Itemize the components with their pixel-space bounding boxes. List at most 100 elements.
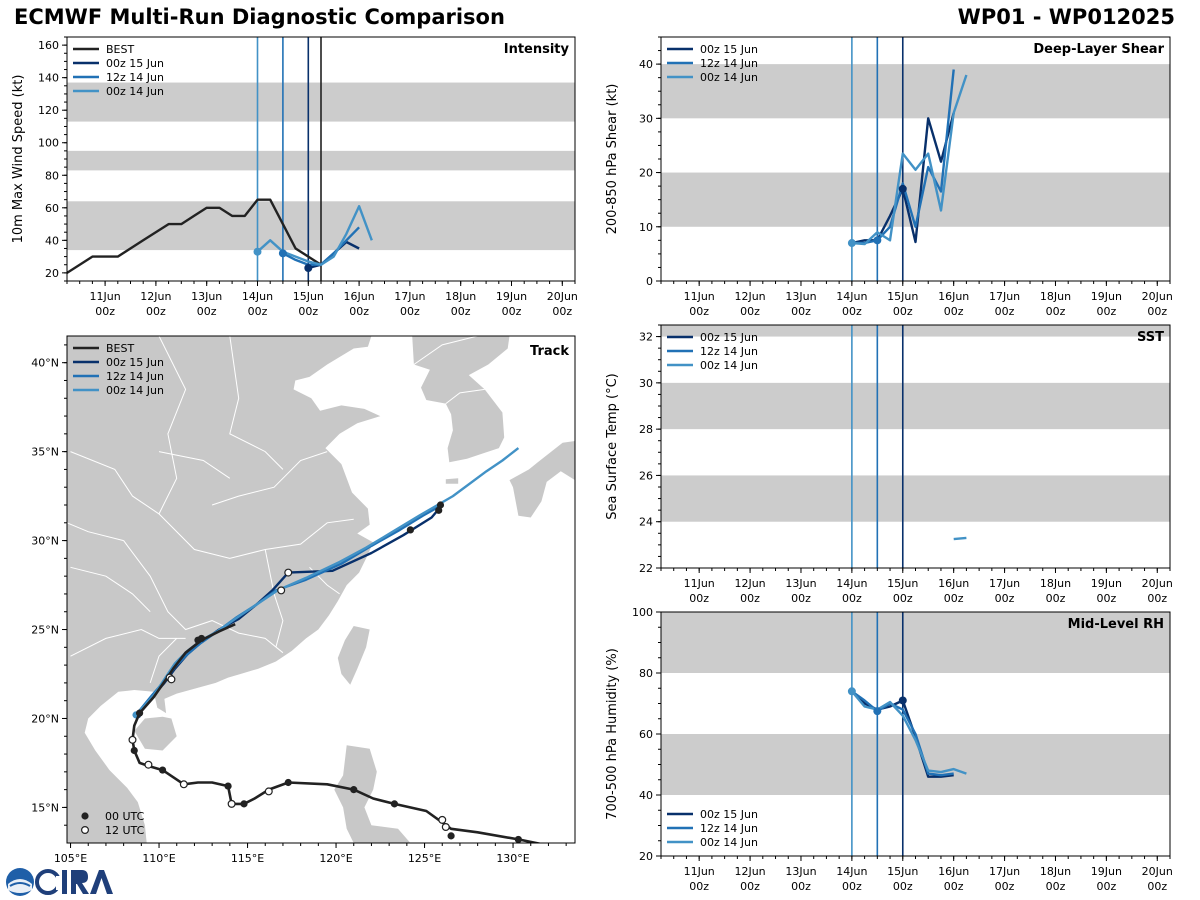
legend-label: 00z 14 Jun <box>700 359 758 372</box>
taiwan-land <box>337 626 370 685</box>
y-tick-label: 40 <box>45 234 59 247</box>
legend-label: 00z 15 Jun <box>106 356 164 369</box>
x-tick-sublabel: 00z <box>995 880 1015 893</box>
y-tick-label: 20°N <box>31 712 59 725</box>
y-tick-label: 120 <box>38 104 59 117</box>
mainland-china-land <box>67 336 381 843</box>
x-tick-label: 110°E <box>142 852 175 865</box>
province-border <box>211 451 328 506</box>
province-border <box>70 566 151 613</box>
province-border <box>123 540 284 654</box>
x-tick-sublabel: 00z <box>842 305 862 318</box>
y-tick-label: 20 <box>45 267 59 280</box>
best-marker-12utc <box>167 675 176 684</box>
shaded-band <box>661 475 1170 522</box>
x-tick-label: 18Jun <box>1040 577 1071 590</box>
x-tick-sublabel: 00z <box>893 880 913 893</box>
x-tick-label: 18Jun <box>445 290 476 303</box>
country-border <box>413 336 478 365</box>
jeju-land <box>445 478 459 484</box>
legend-label: 00z 14 Jun <box>700 71 758 84</box>
best-marker-00utc <box>284 778 292 787</box>
province-border <box>158 336 187 515</box>
x-tick-sublabel: 00z <box>1046 880 1066 893</box>
x-tick-label: 11Jun <box>684 577 715 590</box>
series-line <box>850 690 967 775</box>
x-tick-sublabel: 00z <box>995 305 1015 318</box>
cira-c-gap <box>56 876 66 890</box>
x-tick-label: 19Jun <box>1091 865 1122 878</box>
province-border <box>70 451 160 515</box>
shaded-band <box>661 734 1170 795</box>
y-tick-label: 26 <box>639 469 653 482</box>
x-tick-sublabel: 00z <box>451 305 471 318</box>
x-tick-sublabel: 00z <box>1096 880 1116 893</box>
y-tick-label: 10 <box>639 221 653 234</box>
noaa-wave-line-icon <box>9 882 31 887</box>
x-tick-label: 20Jun <box>547 290 578 303</box>
y-tick-label: 60 <box>639 728 653 741</box>
page-title: ECMWF Multi-Run Diagnostic Comparison <box>14 5 505 29</box>
best-marker-12utc <box>144 760 153 769</box>
x-tick-label: 13Jun <box>785 577 816 590</box>
y-tick-label: 30 <box>639 112 653 125</box>
panel-title: SST <box>1137 330 1164 345</box>
x-tick-sublabel: 00z <box>689 592 709 605</box>
legend-label: 12z 14 Jun <box>700 345 758 358</box>
panel-title: Deep-Layer Shear <box>1033 42 1164 57</box>
x-tick-label: 20Jun <box>1142 577 1173 590</box>
x-tick-label: 16Jun <box>938 577 969 590</box>
best-marker-00utc <box>436 501 445 509</box>
province-border <box>67 522 124 542</box>
y-tick-label: 100 <box>632 606 653 619</box>
shaded-band <box>661 382 1170 430</box>
x-tick-label: 11Jun <box>684 290 715 303</box>
noaa-cira-logo <box>4 866 114 898</box>
panel-title: Mid-Level RH <box>1068 617 1164 632</box>
init-marker <box>898 696 907 705</box>
panel-title: Track <box>530 344 569 359</box>
axes-frame <box>66 335 576 844</box>
x-tick-sublabel: 00z <box>248 305 268 318</box>
y-tick-label: 60 <box>45 202 59 215</box>
x-tick-label: 14Jun <box>242 290 273 303</box>
cira-i-icon <box>62 870 67 894</box>
x-tick-sublabel: 00z <box>740 880 760 893</box>
best-marker-12utc <box>438 815 447 824</box>
best-marker-00utc <box>514 835 522 843</box>
y-tick-label: 22 <box>639 562 653 575</box>
y-tick-label: 28 <box>639 423 653 436</box>
panel-intensity: 20 40 60 80 100 120 140 160 11Jun 00z 12Jun 00z 13Ju… <box>11 36 578 318</box>
series-line <box>67 198 322 274</box>
x-tick-label: 20Jun <box>1142 865 1173 878</box>
x-tick-sublabel: 00z <box>689 305 709 318</box>
legend-label: 12z 14 Jun <box>700 822 758 835</box>
legend-label: 12z 14 Jun <box>700 57 758 70</box>
shaded-band <box>661 612 1170 673</box>
x-tick-sublabel: 00z <box>995 592 1015 605</box>
y-tick-label: 40 <box>639 789 653 802</box>
panel-track: 105°E 110°E 115°E 120°E 125°E 130°E 15°N 20°N 25… <box>31 335 576 865</box>
x-tick-label: 11Jun <box>684 865 715 878</box>
y-tick-label: 30°N <box>31 535 59 548</box>
init-marker <box>847 239 856 248</box>
korea-land <box>412 336 510 463</box>
series-line <box>256 204 373 266</box>
luzon-land <box>334 745 411 843</box>
x-tick-label: 12Jun <box>734 290 765 303</box>
x-tick-sublabel: 00z <box>1147 305 1167 318</box>
best-marker-12utc <box>179 780 188 789</box>
x-tick-label: 16Jun <box>938 865 969 878</box>
y-tick-label: 160 <box>38 39 59 52</box>
y-axis-label: Sea Surface Temp (°C) <box>605 373 620 520</box>
best-marker-00utc <box>350 786 358 794</box>
x-tick-sublabel: 00z <box>842 880 862 893</box>
x-tick-sublabel: 00z <box>842 592 862 605</box>
legend-label: 00z 15 Jun <box>700 331 758 344</box>
x-tick-label: 15Jun <box>887 865 918 878</box>
x-tick-label: 130°E <box>496 852 529 865</box>
x-tick-sublabel: 00z <box>791 592 811 605</box>
province-border <box>70 628 186 657</box>
best-marker-12utc <box>264 787 273 796</box>
x-tick-sublabel: 00z <box>400 305 420 318</box>
